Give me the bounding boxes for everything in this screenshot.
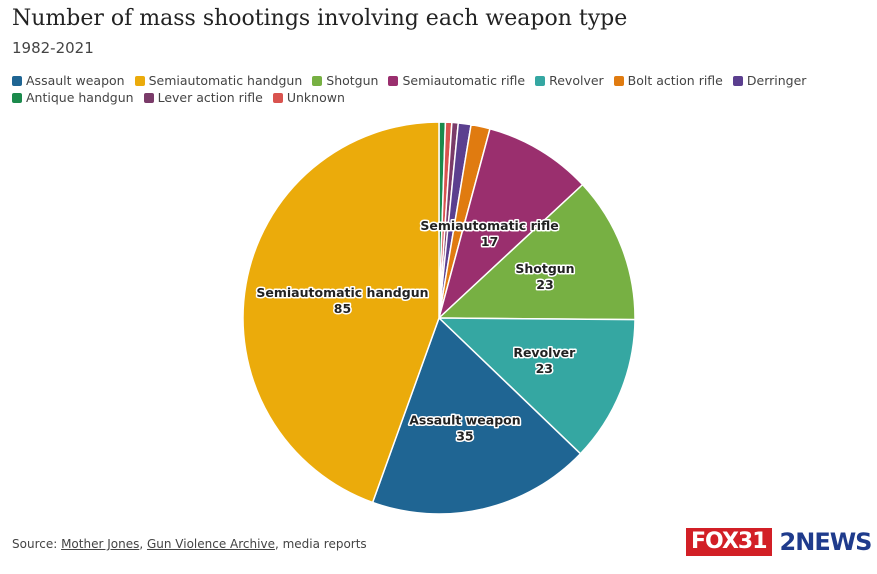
legend-swatch bbox=[12, 92, 22, 103]
pie-labels: Semiautomatic rifle17Shotgun23Revolver23… bbox=[255, 217, 578, 446]
legend-label: Semiautomatic rifle bbox=[402, 73, 526, 88]
legend-label: Shotgun bbox=[326, 73, 379, 88]
fox31-logo: FOX31 bbox=[686, 528, 772, 556]
source-suffix: , media reports bbox=[274, 537, 367, 551]
legend-label: Derringer bbox=[746, 73, 807, 88]
legend-item-bolt-action-rifle: Bolt action rifle bbox=[613, 73, 723, 88]
legend-label: Revolver bbox=[549, 73, 604, 88]
legend-label: Lever action rifle bbox=[157, 90, 263, 105]
legend-item-antique-handgun: Antique handgun bbox=[12, 90, 134, 105]
legend-label: Semiautomatic handgun bbox=[148, 73, 303, 88]
slice-value-semiautomatic-handgun: 85 bbox=[334, 301, 351, 316]
legend-item-shotgun: Shotgun bbox=[312, 73, 378, 88]
source-link-mother-jones[interactable]: Mother Jones bbox=[61, 537, 140, 551]
pie-slice-revolver bbox=[437, 317, 636, 455]
legend-swatch bbox=[12, 75, 22, 86]
legend-swatch bbox=[535, 75, 546, 86]
legend-label: Unknown bbox=[286, 90, 345, 105]
legend-label: Bolt action rifle bbox=[627, 73, 723, 88]
chart-title: Number of mass shootings involving each … bbox=[12, 6, 628, 31]
chart-subtitle: 1982-2021 bbox=[12, 39, 94, 57]
legend: Assault weapon Semiautomatic handgun Shotg… bbox=[12, 73, 862, 105]
slice-value-assault-weapon: 35 bbox=[456, 429, 473, 444]
source-note: Source: Mother Jones, Gun Violence Archi… bbox=[12, 537, 367, 551]
pie-slice-semiautomatic-handgun bbox=[242, 121, 440, 504]
legend-item-assault-weapon: Assault weapon bbox=[12, 73, 125, 88]
legend-item-derringer: Derringer bbox=[732, 73, 807, 88]
legend-item-semiautomatic-handgun: Semiautomatic handgun bbox=[134, 73, 303, 88]
slice-label-revolver: Revolver bbox=[513, 345, 576, 360]
legend-swatch bbox=[388, 75, 399, 86]
pie-slice-assault-weapon bbox=[371, 316, 582, 515]
slice-label-assault-weapon: Assault weapon bbox=[409, 413, 520, 428]
legend-swatch bbox=[272, 92, 283, 103]
legend-item-unknown: Unknown bbox=[272, 90, 345, 105]
broadcaster-logos: FOX31 2NEWS bbox=[686, 528, 873, 556]
legend-item-revolver: Revolver bbox=[535, 73, 604, 88]
legend-label: Assault weapon bbox=[26, 73, 125, 88]
legend-swatch bbox=[143, 92, 154, 103]
pie-slices bbox=[242, 121, 636, 515]
legend-swatch bbox=[134, 75, 145, 86]
slice-label-shotgun: Shotgun bbox=[515, 261, 574, 276]
legend-item-semiautomatic-rifle: Semiautomatic rifle bbox=[388, 73, 525, 88]
slice-value-shotgun: 23 bbox=[536, 277, 553, 292]
legend-label: Antique handgun bbox=[26, 90, 134, 105]
source-link-gun-violence-archive[interactable]: Gun Violence Archive bbox=[146, 537, 275, 551]
source-prefix: Source: bbox=[12, 537, 62, 551]
pie-slice-semiautomatic-rifle bbox=[437, 127, 584, 321]
2news-logo: 2NEWS bbox=[779, 528, 873, 556]
legend-swatch bbox=[732, 75, 743, 86]
legend-swatch bbox=[613, 75, 624, 86]
slice-label-semiautomatic-handgun: Semiautomatic handgun bbox=[256, 285, 428, 300]
slice-label-semiautomatic-rifle: Semiautomatic rifle bbox=[420, 218, 558, 233]
slice-value-semiautomatic-rifle: 17 bbox=[481, 234, 498, 249]
source-separator: , bbox=[139, 537, 147, 551]
pie-slice-shotgun bbox=[437, 183, 636, 321]
legend-swatch bbox=[312, 75, 323, 86]
slice-value-revolver: 23 bbox=[536, 361, 553, 376]
legend-item-lever-action-rifle: Lever action rifle bbox=[143, 90, 263, 105]
